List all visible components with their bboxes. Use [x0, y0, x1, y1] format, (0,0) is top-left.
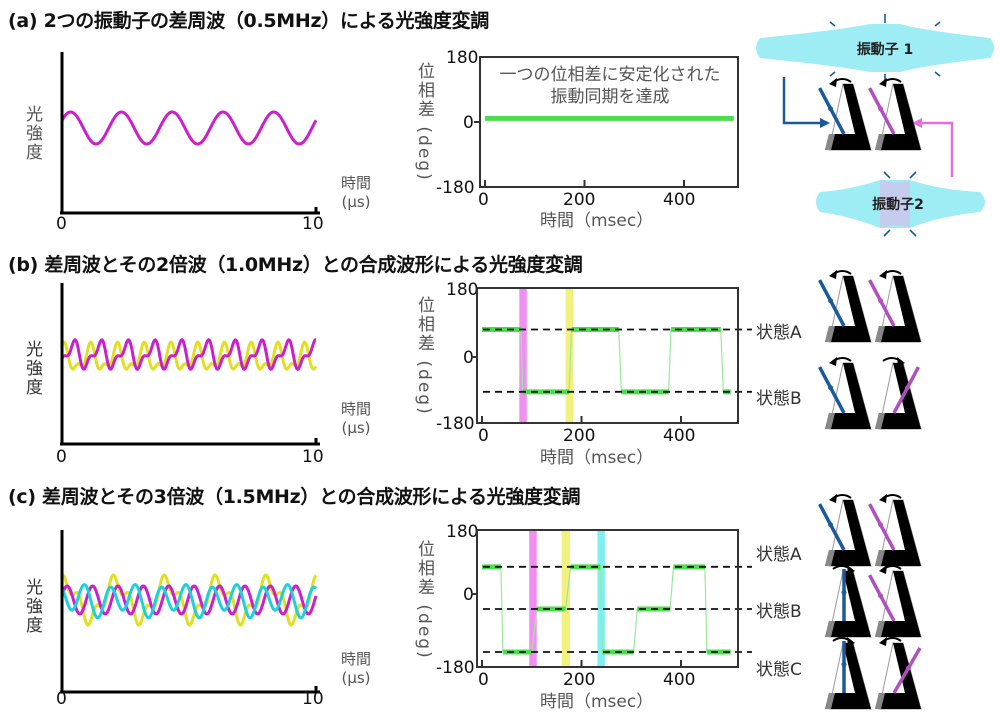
waveform-a-xtick-10: 10: [302, 214, 324, 234]
phase-b-xtick-0: 0: [478, 426, 489, 446]
metronome-1-icon: [818, 78, 872, 151]
waveform-b-ylabel: 光強度: [22, 340, 42, 397]
phase-b-plot: [471, 287, 752, 424]
waveform-a-xlabel: 時間 (μs): [340, 174, 371, 211]
phase-c-xlabel: 時間（msec）: [540, 692, 654, 712]
metronome-1-state-b-icon: [818, 357, 872, 430]
state-c-label: 状態C: [756, 660, 802, 680]
phase-c-ytick-180: 180: [446, 522, 479, 542]
phase-b-xtick-200: 200: [563, 426, 596, 446]
phase-a-xtick-0: 0: [478, 190, 489, 210]
waveform-c-ylabel: 光強度: [22, 578, 42, 635]
panel-b-title: (b) 差周波とその2倍波（1.0MHz）との合成波形による光強度変調: [8, 254, 583, 276]
phase-c-ytick-neg180: -180: [436, 658, 475, 678]
phase-a-annotation: 一つの位相差に安定化された 振動同期を達成: [499, 65, 721, 107]
phase-c-plot: [471, 529, 752, 668]
phase-b-xtick-400: 400: [663, 426, 696, 446]
metronome-1-state-b-icon: [825, 565, 872, 638]
waveform-b-xlabel: 時間 (μs): [340, 400, 371, 437]
phase-b-ylabel: 位相差 (deg): [414, 296, 434, 416]
phase-c-xtick-0: 0: [478, 670, 489, 690]
phase-b-ytick-0: 0: [463, 348, 474, 368]
metronome-2-state-a-icon: [868, 494, 922, 567]
metronome-2-state-a-icon: [868, 270, 922, 343]
phase-c-xtick-400: 400: [663, 670, 696, 690]
phase-b-xlabel: 時間（msec）: [540, 448, 654, 468]
waveform-a-ylabel: 光強度: [22, 105, 42, 162]
phase-c-ylabel: 位相差 (deg): [414, 540, 434, 660]
oscillator-1-label: 振動子 1: [857, 41, 914, 58]
oscillator-metronome-diagram: 振動子 1 振動子2: [756, 14, 994, 237]
oscillator-2-shape: [816, 171, 985, 237]
panel-a-title: (a) 2つの振動子の差周波（0.5MHz）による光強度変調: [8, 10, 489, 32]
phase-c-xtick-200: 200: [563, 670, 596, 690]
waveform-a-plot: [60, 52, 320, 215]
metronome-1-state-a-icon: [818, 270, 872, 343]
waveform-b-xtick-10: 10: [302, 447, 324, 467]
waveform-c-xlabel: 時間 (μs): [340, 650, 371, 687]
metronome-2-state-c-icon: [875, 637, 922, 710]
arrow-osc2-to-metronome2: [922, 121, 954, 177]
state-b-label: 状態B: [756, 602, 802, 622]
phase-a-xtick-200: 200: [563, 190, 596, 210]
waveform-b-xtick-0: 0: [56, 447, 67, 467]
metronome-1-state-c-icon: [825, 637, 872, 710]
metronome-2-icon: [868, 78, 922, 151]
panel-c-title: (c) 差周波とその3倍波（1.5MHz）との合成波形による光強度変調: [8, 486, 581, 508]
phase-a-xtick-400: 400: [663, 190, 696, 210]
waveform-b-plot: [60, 283, 320, 446]
phase-a-ytick-neg180: -180: [436, 178, 475, 198]
metronome-1-state-a-icon: [818, 494, 872, 567]
phase-a-ytick-0: 0: [463, 113, 474, 133]
metronome-states-c: [818, 494, 922, 710]
phase-a-plot: [474, 56, 739, 188]
phase-b-ytick-180: 180: [446, 280, 479, 300]
metronome-2-state-b-icon: [868, 565, 922, 638]
phase-a-ytick-180: 180: [446, 48, 479, 68]
phase-a-ylabel: 位相差 (deg): [414, 62, 434, 182]
arrow-osc1-to-metronome1: [782, 77, 820, 125]
waveform-a-xtick-0: 0: [56, 214, 67, 234]
state-a-label: 状態A: [756, 545, 802, 565]
waveform-c-plot: [60, 530, 320, 694]
waveform-c-xtick-0: 0: [56, 689, 67, 709]
metronome-2-state-b-icon: [875, 357, 922, 430]
waveform-c-xtick-10: 10: [302, 689, 324, 709]
metronome-states-b: [818, 270, 922, 430]
oscillator-2-label: 振動子2: [872, 196, 924, 213]
phase-c-ytick-0: 0: [463, 585, 474, 605]
phase-b-ytick-neg180: -180: [436, 414, 475, 434]
phase-a-xlabel: 時間（msec）: [540, 211, 654, 231]
state-a-label: 状態A: [756, 323, 802, 343]
state-b-label: 状態B: [756, 389, 802, 409]
